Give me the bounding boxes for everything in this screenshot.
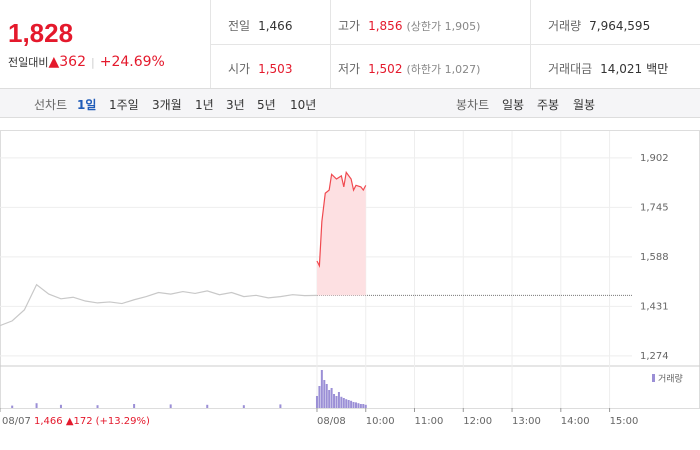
volume-bar: [133, 404, 136, 408]
stat: 전일 1,466: [228, 17, 292, 34]
area: [316, 172, 366, 296]
period-tab[interactable]: 10년: [290, 98, 317, 112]
footer-info: 1,466 ▲172 (+13.29%): [34, 416, 150, 427]
volume-bar: [347, 400, 350, 408]
volume-bar: [35, 403, 38, 408]
y-tick-label: 1,745: [640, 202, 669, 213]
footer-pct: (+13.29%): [96, 416, 150, 427]
period-tab[interactable]: 3개월: [152, 98, 182, 112]
candle-tab[interactable]: 월봉: [573, 98, 596, 112]
stat-label: 거래량: [548, 19, 582, 33]
footer-icon: ▲: [63, 416, 74, 427]
stat: 고가 1,856 (상한가 1,905): [338, 17, 480, 34]
stat-label: 전일: [228, 19, 251, 33]
x-tick-label: 15:00: [610, 416, 639, 427]
footer-price: 1,466: [34, 416, 63, 427]
stat-value: 1,856: [368, 19, 403, 33]
y-tick-label: 1,274: [640, 351, 669, 362]
volume-bar: [279, 404, 282, 408]
stat: 저가 1,502 (하한가 1,027): [338, 60, 480, 77]
period-tab[interactable]: 1일: [77, 98, 97, 112]
stat-value: 14,021: [600, 62, 643, 76]
change-icon: ▲: [48, 54, 60, 70]
tab-bar: 선차트 1일 1주일 3개월 1년 3년 5년 10년 봉차트 일봉 주봉 월봉: [0, 89, 700, 118]
stat-label: 고가: [338, 19, 361, 33]
stat-note: (상한가 1,905): [406, 20, 481, 33]
stat-value: 1,466: [258, 19, 293, 33]
volume-bar: [242, 405, 245, 408]
stat-value: 7,964,595: [589, 19, 651, 33]
change-value: 362: [59, 54, 86, 70]
volume-bar: [11, 405, 14, 408]
stat-note: (하한가 1,027): [406, 63, 481, 76]
y-tick-label: 1,902: [640, 153, 669, 164]
volume-bar: [335, 396, 338, 408]
candle-tab[interactable]: 주봉: [537, 98, 560, 112]
volume-bar: [206, 404, 209, 408]
volume-bar: [337, 392, 340, 408]
quote-header: 1,828 전일대비▲362 | +24.69% 전일 1,466 고가 1,856 (상한…: [0, 0, 700, 89]
x-tick-label: 08/08: [317, 416, 346, 427]
volume-bar: [59, 404, 62, 408]
change: 전일대비▲362 | +24.69%: [8, 54, 165, 70]
volume-bar: [169, 404, 172, 408]
x-tick-label: 08/07: [2, 416, 31, 427]
volume-bar: [354, 402, 357, 408]
volume-bar: [345, 399, 348, 408]
stat-label: 거래대금: [548, 62, 593, 76]
y-tick-label: 1,588: [640, 252, 669, 263]
volume-bar: [318, 386, 321, 408]
legend-label: 거래량: [658, 373, 683, 385]
candle-tab[interactable]: 일봉: [502, 98, 525, 112]
stat-label: 저가: [338, 62, 361, 76]
volume-bar: [333, 394, 336, 408]
footer-change: 172: [74, 416, 93, 427]
volume-bar: [325, 384, 328, 408]
legend-swatch: [652, 374, 655, 382]
price: 1,828: [8, 18, 74, 48]
volume-bar: [359, 404, 362, 408]
period-tab[interactable]: 1주일: [109, 98, 139, 112]
stat-value: 1,503: [258, 62, 293, 76]
volume-bar: [328, 390, 331, 408]
change-label: 전일대비: [8, 56, 49, 69]
tab-label: 선차트: [34, 98, 68, 112]
volume-bar: [340, 396, 343, 408]
change-pct: +24.69%: [99, 54, 165, 70]
y-tick-label: 1,431: [640, 301, 669, 312]
volume-bar: [320, 370, 323, 408]
x-tick-label: 11:00: [415, 416, 444, 427]
x-tick-label: 13:00: [512, 416, 541, 427]
volume-bar: [350, 400, 353, 408]
period-tab[interactable]: 1년: [195, 98, 214, 112]
period-tab[interactable]: 3년: [226, 98, 245, 112]
volume-bar: [352, 402, 355, 408]
stat: 시가 1,503: [228, 60, 292, 77]
price-line: [0, 283, 317, 327]
x-tick-label: 10:00: [366, 416, 395, 427]
stat: 거래대금 14,021 백만: [548, 60, 668, 77]
stat: 거래량 7,964,595: [548, 17, 650, 34]
volume-bar: [330, 388, 333, 408]
volume-bar: [362, 404, 365, 408]
stat-label: 시가: [228, 62, 251, 76]
x-tick-label: 12:00: [463, 416, 492, 427]
stat-unit: 백만: [646, 62, 669, 76]
price-line: [316, 170, 367, 268]
stat-value: 1,502: [368, 62, 403, 76]
x-tick-label: 14:00: [561, 416, 590, 427]
volume-bar: [357, 403, 360, 408]
period-tab[interactable]: 5년: [257, 98, 276, 112]
volume-bar: [364, 404, 367, 408]
volume-bar: [96, 405, 99, 408]
tab-label: 봉차트: [456, 98, 490, 112]
volume-bar: [315, 396, 318, 408]
volume-bar: [342, 398, 345, 408]
volume-bar: [323, 380, 326, 408]
divider: [210, 44, 700, 45]
